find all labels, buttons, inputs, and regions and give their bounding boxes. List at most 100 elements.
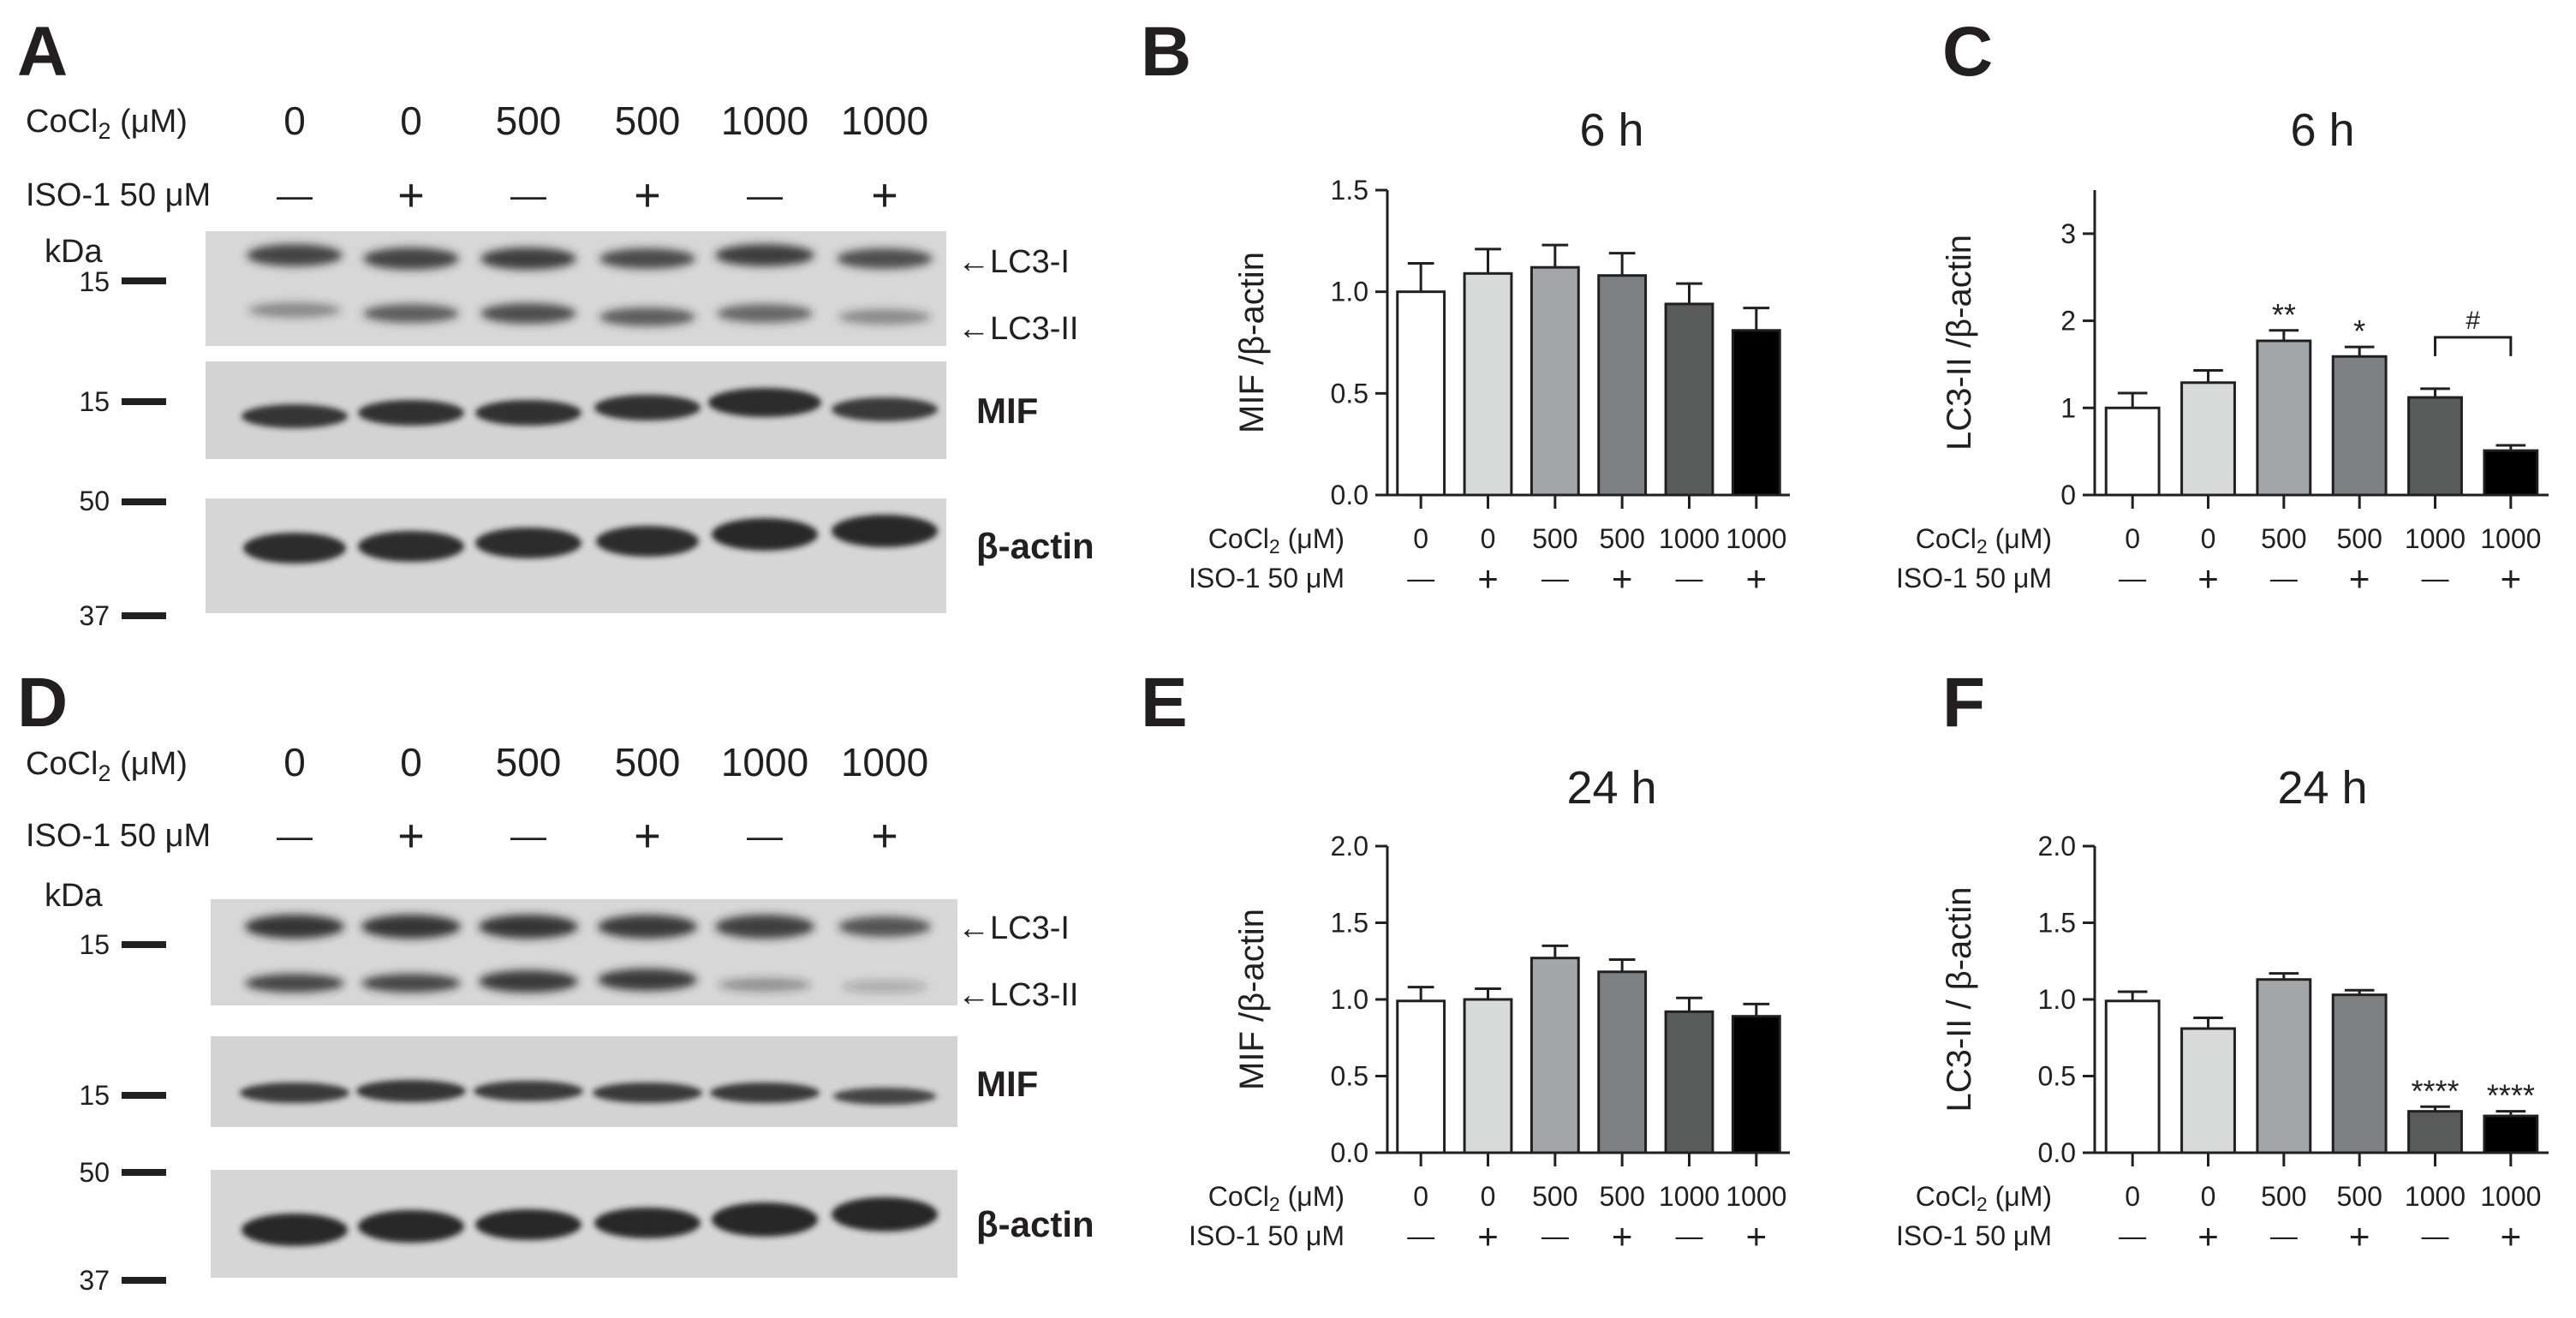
chart-e-bar xyxy=(1731,1015,1781,1154)
chart-c-x-iso1-label: + xyxy=(2501,558,2522,599)
panel-letter-d: D xyxy=(17,664,68,742)
chart-c-ylabel: LC3-II /β-actin xyxy=(1941,235,1978,450)
blot-a-cocl2-label: CoCl2 (μM) xyxy=(26,104,188,144)
chart-f-bar xyxy=(2407,1110,2463,1154)
chart-c-bracket-label: # xyxy=(2466,307,2480,335)
chart-f-x-iso1-label: — xyxy=(2270,1220,2298,1251)
chart-c-x-cocl2-label: 0 xyxy=(2125,523,2140,554)
blot-d-band-label-lc3-i: ←LC3-I xyxy=(957,910,1070,946)
chart-e-y-tick-label: 0.5 xyxy=(1331,1061,1368,1092)
chart-c-y-tick-label: 0 xyxy=(2060,480,2076,510)
blot-d-mif-bands xyxy=(240,1080,936,1105)
chart-c-significance: ** xyxy=(2272,297,2296,332)
panel-letter-a: A xyxy=(17,13,68,91)
chart-f-bar xyxy=(2104,999,2161,1154)
chart-e-cocl2-row-label: CoCl2 (μM) xyxy=(1208,1181,1345,1215)
blot-a-marker-tick xyxy=(122,277,166,284)
chart-f-x-iso1-label: — xyxy=(2119,1220,2146,1251)
blot-d-iso1-value: + xyxy=(871,810,898,862)
blot-d-marker-label: 15 xyxy=(79,929,110,960)
chart-f-x-iso1-label: — xyxy=(2422,1220,2449,1251)
chart-e-y-tick-label: 2.0 xyxy=(1331,831,1368,862)
chart-e-x-cocl2-label: 500 xyxy=(1532,1181,1577,1212)
chart-b-y-tick-label: 0.0 xyxy=(1331,480,1368,510)
chart-b-x-cocl2-label: 0 xyxy=(1413,523,1428,554)
chart-f-significance: **** xyxy=(2411,1073,2459,1108)
blot-a-marker-tick xyxy=(122,498,166,505)
chart-f-y-tick-label: 0.0 xyxy=(2038,1137,2076,1168)
chart-e-bar xyxy=(1530,957,1580,1154)
chart-f-cocl2-row-label: CoCl2 (μM) xyxy=(1916,1181,2052,1215)
blot-d-markers: 15 15 50 37 xyxy=(79,929,166,1296)
bar-charts: 6 h MIF /β-actin 0.0 0.5 1.0 1.5 0 — 0 +500 — 500 +1… xyxy=(1189,104,2549,1256)
blot-a-marker-label: 15 xyxy=(79,386,110,417)
blot-d-iso1-value: — xyxy=(747,815,783,856)
blot-d-cocl2-value: 1000 xyxy=(841,740,928,784)
chart-b-bar xyxy=(1530,265,1580,497)
blot-d-mif-membrane xyxy=(211,1036,957,1127)
chart-f-bar xyxy=(2256,978,2312,1154)
chart-e-x-iso1-label: — xyxy=(1541,1220,1569,1251)
western-blot-a: CoCl2 (μM) 0 0 500 500 1000 1000 ISO-1 5… xyxy=(26,98,1094,631)
chart-f-cocl2-row-label-prefix: CoCl xyxy=(1916,1181,1977,1212)
blot-d-marker-tick xyxy=(122,1092,166,1099)
chart-e-y-tick-label: 0.0 xyxy=(1331,1137,1368,1168)
blot-d-marker-label: 15 xyxy=(79,1080,110,1111)
blot-a-iso1-label: ISO-1 50 μM xyxy=(26,177,211,213)
chart-c-x-cocl2-label: 500 xyxy=(2261,523,2306,554)
panel-letter-f: F xyxy=(1942,664,1985,742)
chart-c-x-cocl2-label: 1000 xyxy=(2405,523,2466,554)
blot-a-cocl2-value: 0 xyxy=(400,98,422,143)
blot-d-cocl2-values: 0 0 500 500 1000 1000 xyxy=(283,740,928,784)
blot-a-band-label-lc3-i: ←LC3-I xyxy=(957,244,1070,280)
chart-f-ylabel: LC3-II / β-actin xyxy=(1941,886,1978,1112)
chart-f-x-cocl2-label: 0 xyxy=(2201,1181,2216,1212)
blot-d-lc3-i-bands xyxy=(245,915,931,939)
chart-c-y-tick-label: 2 xyxy=(2060,306,2076,337)
chart-e-cocl2-row-label-suffix: (μM) xyxy=(1280,1181,1345,1212)
chart-e-bar xyxy=(1664,1010,1714,1154)
panel-letter-c: C xyxy=(1942,13,1993,91)
chart-b: 6 h MIF /β-actin 0.0 0.5 1.0 1.5 0 — 0 +500 — 500 +1… xyxy=(1189,104,1790,599)
chart-f-iso1-row-label: ISO-1 50 μM xyxy=(1896,1220,2052,1251)
blot-a-marker-tick xyxy=(122,612,166,619)
blot-a-markers: 15 15 50 37 xyxy=(79,266,166,631)
blot-d-iso1-value: + xyxy=(397,810,425,862)
chart-c-cocl2-row-label-suffix: (μM) xyxy=(1988,523,2052,554)
blot-a-cocl2-value: 500 xyxy=(615,98,681,143)
chart-f-bar xyxy=(2331,993,2388,1154)
blot-d-marker-tick xyxy=(122,1277,166,1284)
chart-c-significance: * xyxy=(2353,313,2365,349)
chart-e-x-cocl2-label: 1000 xyxy=(1659,1181,1720,1212)
chart-c-cocl2-row-label-prefix: CoCl xyxy=(1916,523,1977,554)
chart-b-iso1-row-label: ISO-1 50 μM xyxy=(1189,563,1345,593)
chart-b-ylabel: MIF /β-actin xyxy=(1233,252,1271,433)
blot-a-band-label-lc3-ii: ←LC3-II xyxy=(957,311,1078,347)
chart-b-x-cocl2-label: 1000 xyxy=(1659,523,1720,554)
blot-a-iso1-value: — xyxy=(277,175,313,215)
western-blot-d: CoCl2 (μM) 0 0 500 500 1000 1000 ISO-1 5… xyxy=(26,740,1094,1296)
chart-f-y-tick-label: 2.0 xyxy=(2038,831,2076,862)
chart-c-x-cocl2-label: 0 xyxy=(2201,523,2216,554)
chart-f-x-cocl2-label: 0 xyxy=(2125,1181,2140,1212)
blot-a-iso1-values: — + — + — + xyxy=(277,170,898,221)
chart-e-cocl2-row-label-prefix: CoCl xyxy=(1208,1181,1269,1212)
blot-a-iso1-value: + xyxy=(397,170,425,221)
blot-a-mif-bands xyxy=(242,388,938,428)
blot-a-band-label-actin: β-actin xyxy=(976,526,1094,566)
blot-d-cocl2-value: 500 xyxy=(615,740,681,784)
chart-b-cocl2-row-label: CoCl2 (μM) xyxy=(1208,523,1345,558)
chart-b-bar xyxy=(1664,302,1714,497)
blot-d-actin-bands xyxy=(242,1197,938,1246)
chart-c-bar xyxy=(2104,406,2161,497)
blot-d-lc3-ii-bands xyxy=(245,969,927,993)
blot-d-marker-label: 37 xyxy=(79,1265,110,1296)
panel-letter-e: E xyxy=(1141,664,1188,742)
blot-a-actin-bands xyxy=(243,515,938,564)
chart-b-bar xyxy=(1463,271,1513,497)
chart-c-x-iso1-label: + xyxy=(2197,558,2219,599)
chart-e-x-iso1-label: — xyxy=(1407,1220,1434,1251)
chart-c-x-cocl2-label: 1000 xyxy=(2480,523,2541,554)
chart-b-y-tick-label: 1.5 xyxy=(1331,175,1368,206)
blot-d-cocl2-value: 500 xyxy=(496,740,562,784)
